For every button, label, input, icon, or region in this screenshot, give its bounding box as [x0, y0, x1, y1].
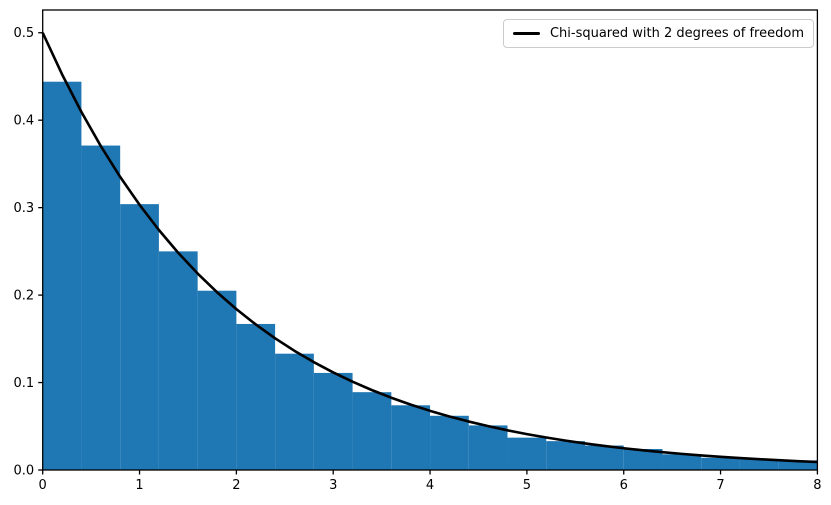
- y-tick-label: 0.0: [14, 464, 35, 479]
- histogram-bar: [546, 441, 585, 470]
- x-tick-label: 3: [329, 478, 337, 493]
- y-tick-label: 0.2: [14, 289, 35, 304]
- histogram-bar: [81, 145, 121, 471]
- histogram-bar: [313, 372, 353, 470]
- histogram-bar: [739, 459, 779, 470]
- x-tick-label: 0: [39, 478, 47, 493]
- histogram-bar: [275, 353, 314, 470]
- x-tick-label: 5: [523, 478, 531, 493]
- histogram-bar: [430, 415, 469, 470]
- histogram-bar: [120, 204, 159, 470]
- x-tick-label: 6: [620, 478, 628, 493]
- x-tick-label: 2: [232, 478, 240, 493]
- legend: Chi-squared with 2 degrees of freedom: [502, 19, 814, 48]
- legend-line-sample: [512, 32, 540, 35]
- histogram-bar: [468, 425, 508, 470]
- histogram-bar: [701, 457, 740, 470]
- histogram-bar: [42, 81, 82, 471]
- histogram-bar: [778, 460, 818, 470]
- chi-squared-curve: [41, 32, 818, 464]
- histogram-bar: [352, 392, 392, 470]
- x-tick-label: 8: [813, 478, 821, 493]
- y-tick-label: 0.1: [14, 376, 35, 391]
- x-tick-label: 7: [716, 478, 724, 493]
- histogram-bar: [507, 437, 547, 470]
- histogram-bar: [236, 323, 276, 470]
- x-tick-label: 4: [426, 478, 434, 493]
- y-tick-label: 0.4: [14, 114, 35, 129]
- y-tick-label: 0.3: [14, 201, 35, 216]
- y-tick-label: 0.5: [14, 26, 35, 41]
- histogram-bar: [391, 405, 431, 470]
- histogram-bar: [197, 290, 237, 470]
- histogram-bar: [584, 445, 624, 470]
- legend-label: Chi-squared with 2 degrees of freedom: [549, 26, 804, 41]
- histogram-bar: [662, 454, 702, 470]
- histogram-bar: [623, 449, 663, 470]
- x-tick-label: 1: [135, 478, 143, 493]
- histogram-bar: [158, 251, 198, 470]
